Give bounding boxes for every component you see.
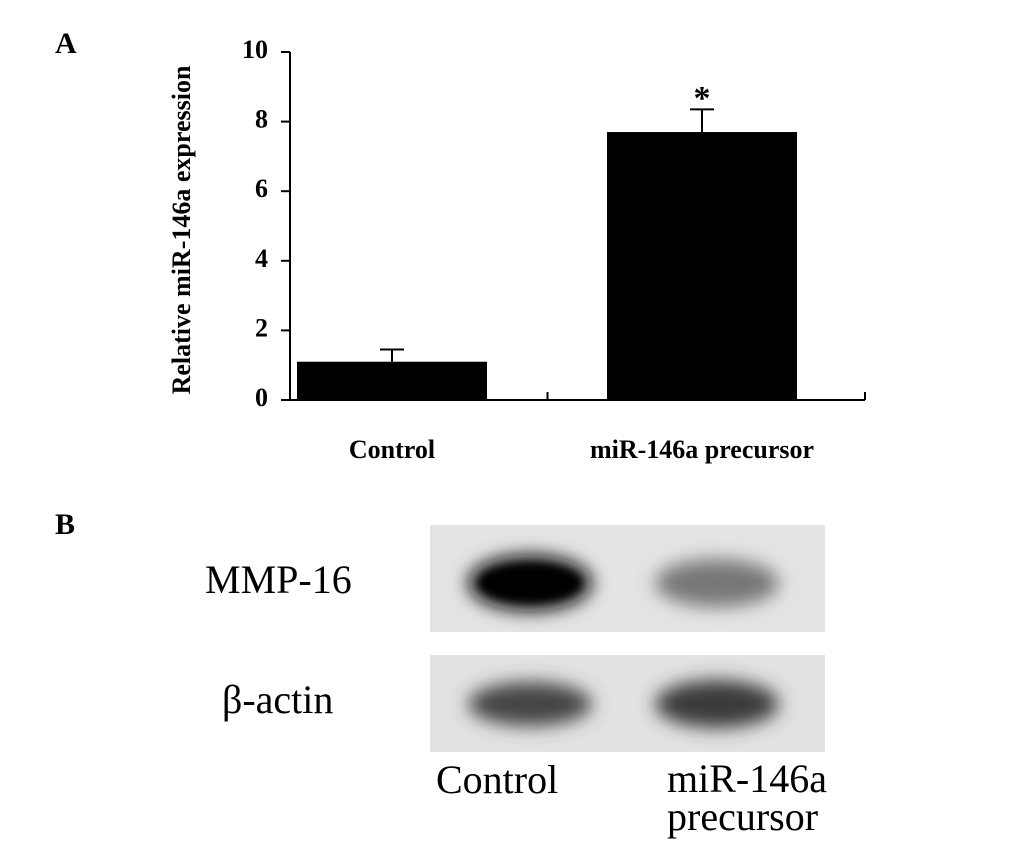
x-tick-label: Control	[349, 435, 435, 464]
y-tick-label: 2	[255, 313, 268, 342]
blot-lane-label: miR-146a precursor	[667, 756, 827, 839]
bar	[607, 132, 797, 401]
panel-label: A	[55, 27, 77, 60]
bar	[297, 361, 487, 400]
y-tick-label: 10	[242, 35, 268, 64]
blot-image	[430, 525, 825, 752]
blot-row-label: MMP-16	[205, 557, 352, 602]
y-axis-label: Relative miR-146a expression	[167, 65, 196, 394]
y-tick-label: 4	[255, 244, 268, 273]
y-tick-label: 0	[255, 383, 268, 412]
annotation: *	[694, 80, 711, 117]
blot-row-label: β-actin	[222, 677, 334, 722]
blot-lane-label: Control	[436, 757, 559, 802]
x-tick-label: miR-146a precursor	[590, 435, 814, 464]
error-bar	[380, 348, 404, 362]
error-bar	[690, 108, 714, 133]
panel-label: B	[55, 508, 75, 541]
y-tick-label: 8	[255, 105, 268, 134]
y-tick-label: 6	[255, 174, 268, 203]
